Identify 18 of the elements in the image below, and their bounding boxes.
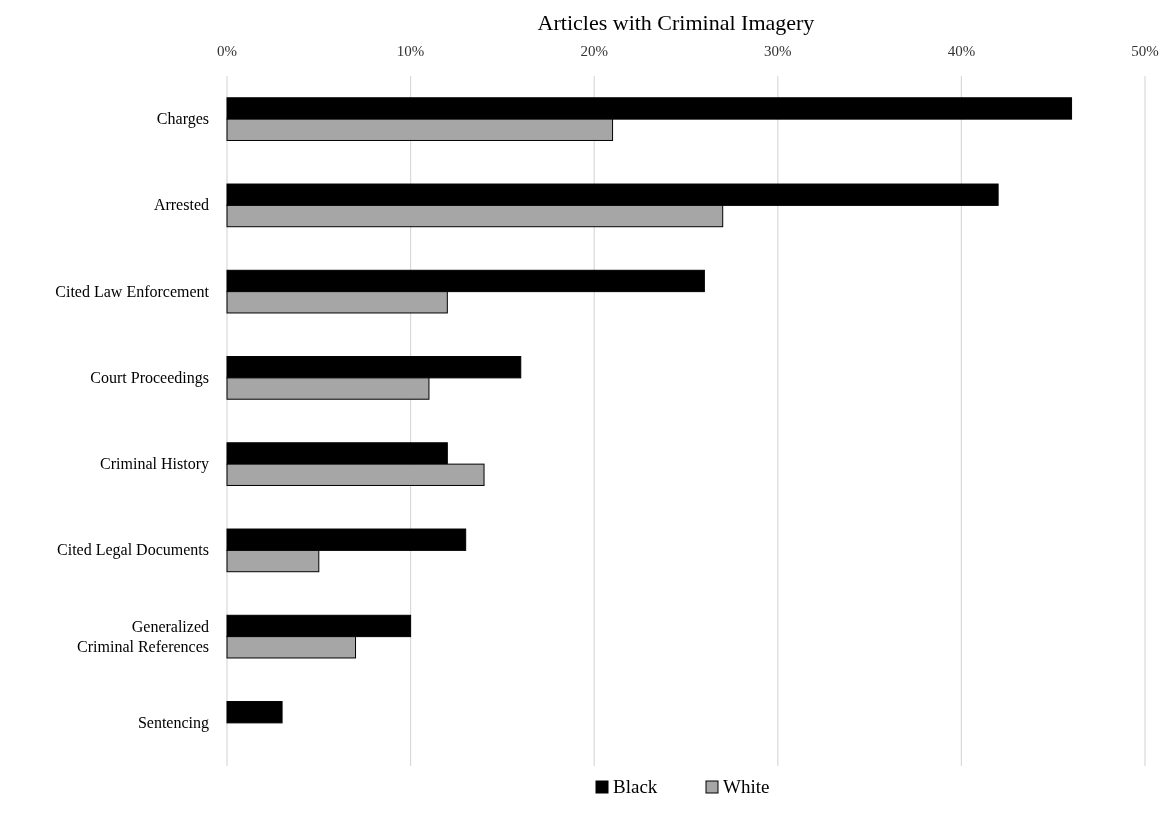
legend-label: Black [613,776,658,797]
y-tick-label: Arrested [153,196,209,214]
x-tick-label: 40% [947,43,976,59]
x-tick-label: 0% [217,43,237,59]
x-tick-label: 10% [396,43,425,59]
y-tick-label: Cited Law Enforcement [55,282,210,300]
y-tick-label: Cited Legal Documents [57,541,209,560]
bar [226,701,283,724]
y-tick-label: Court Proceedings [90,368,209,387]
chart-title: Articles with Criminal Imagery [537,10,815,35]
y-tick-label: Sentencing [137,713,209,732]
y-tick-label: Criminal History [100,455,209,474]
x-tick-label: 20% [580,43,608,59]
x-tick-label: 50% [1131,43,1159,59]
y-tick-label: Charges [156,110,209,129]
legend-label: White [723,776,770,797]
y-tick-label: Generalized Criminal References [77,617,209,655]
x-tick-label: 30% [764,43,792,59]
